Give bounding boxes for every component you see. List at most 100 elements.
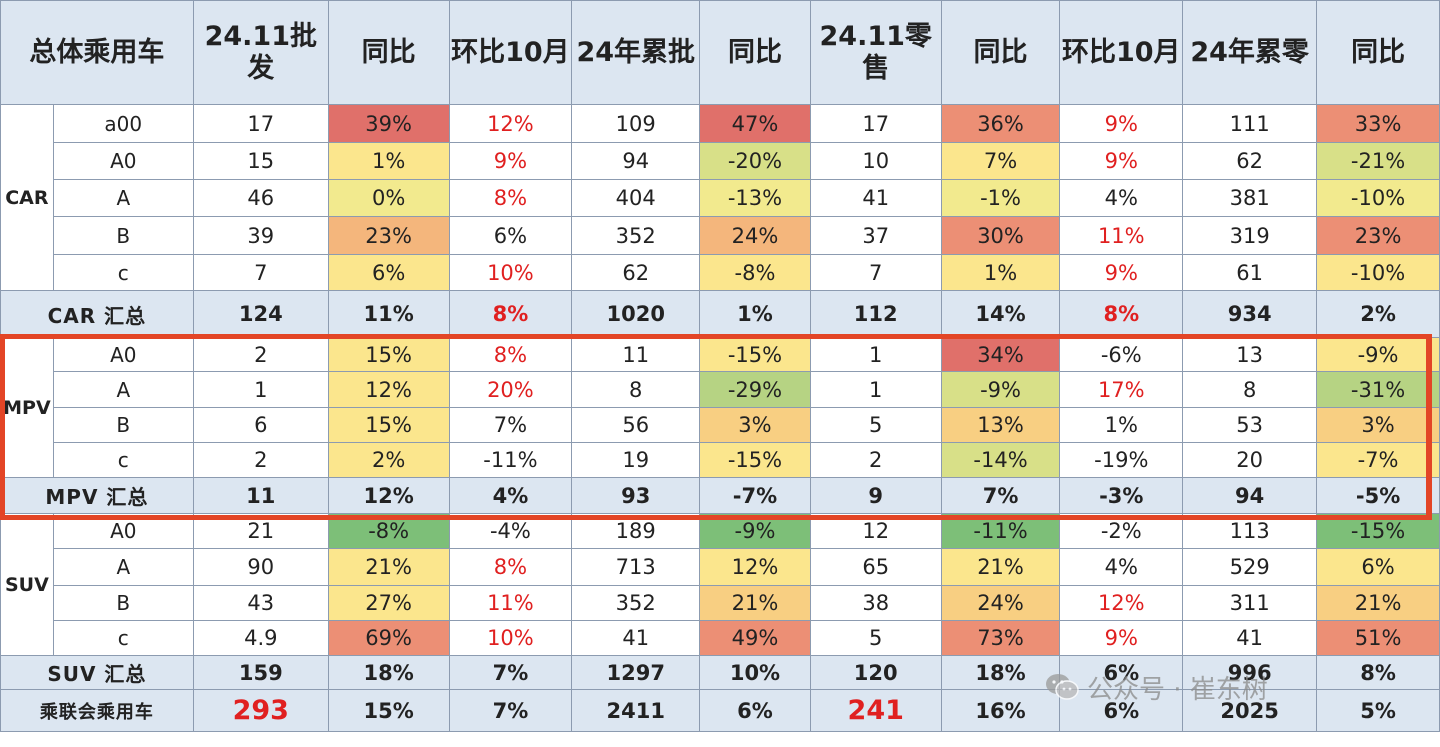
table-cell: 1	[809, 371, 942, 408]
table-cell: 13%	[940, 407, 1061, 443]
header-retail-nov: 24.11零售	[809, 0, 942, 105]
table-cell: 21%	[327, 548, 450, 586]
table-cell: 21	[192, 513, 329, 549]
table-cell: 3%	[1316, 407, 1440, 443]
table-row: B 43 27% 11% 352 21% 38 24% 12% 311 21%	[1, 585, 1440, 621]
summary-label: MPV 汇总	[0, 477, 194, 514]
segment-label: A	[52, 179, 194, 217]
table-cell: 3%	[699, 407, 811, 443]
table-cell: -3%	[1059, 477, 1184, 514]
table-row: B 6 15% 7% 56 3% 5 13% 1% 53 3%	[1, 407, 1440, 443]
table-cell: 56	[571, 407, 701, 443]
table-cell: 36%	[940, 104, 1061, 143]
table-cell: -11%	[448, 442, 573, 478]
table-cell: 17%	[1059, 371, 1184, 408]
table-cell: 9%	[1059, 142, 1184, 180]
table-cell: -9%	[940, 371, 1061, 408]
table-cell: 93	[571, 477, 701, 514]
table-cell: 120	[809, 655, 942, 690]
table-cell: 2%	[327, 442, 450, 478]
table-cell: 113	[1182, 513, 1318, 549]
table-cell: 43	[192, 585, 329, 621]
table-cell: 6%	[448, 216, 573, 255]
table-cell: 12%	[327, 477, 450, 514]
table-cell: 1%	[699, 290, 811, 338]
table-row: CAR a00 17 39% 12% 109 47% 17 36% 9% 111 33%	[0, 104, 1440, 291]
table-cell: 159	[192, 655, 329, 690]
table-row: A0 15 1% 9% 94 -20% 10 7% 9% 62 -21%	[1, 142, 1440, 180]
table-cell: 34%	[940, 337, 1061, 372]
segment-label: a00	[52, 104, 194, 143]
table-cell: 15	[192, 142, 329, 180]
table-cell: 8%	[448, 337, 573, 372]
table-cell: 41	[571, 620, 701, 656]
table-cell: 4.9	[192, 620, 329, 656]
table-cell: 20%	[448, 371, 573, 408]
table-cell: 8	[1182, 371, 1318, 408]
table-cell: 9%	[1059, 254, 1184, 291]
table-cell: 5%	[1316, 689, 1440, 732]
table-cell: 49%	[699, 620, 811, 656]
table-cell: 14%	[940, 290, 1061, 338]
table-cell: 10%	[448, 620, 573, 656]
table-cell: 2%	[1316, 290, 1440, 338]
table-cell: 934	[1182, 290, 1318, 338]
summary-label: CAR 汇总	[0, 290, 194, 338]
table-cell: 18%	[327, 655, 450, 690]
table-cell: 2	[192, 442, 329, 478]
segment-label: A	[52, 548, 194, 586]
table-cell: 13	[1182, 337, 1318, 372]
table-cell: -29%	[699, 371, 811, 408]
table-cell: 10%	[699, 655, 811, 690]
table-cell: 1%	[1059, 407, 1184, 443]
table-cell: 311	[1182, 585, 1318, 621]
table-cell: 16%	[940, 689, 1061, 732]
table-cell: 4%	[1059, 548, 1184, 586]
segment-label: c	[52, 442, 194, 478]
table-cell: 2025	[1182, 689, 1318, 732]
table-cell: 7%	[940, 142, 1061, 180]
table-cell: 11	[192, 477, 329, 514]
table-cell: 241	[809, 689, 942, 732]
table-cell: -19%	[1059, 442, 1184, 478]
table-cell: 8%	[1316, 655, 1440, 690]
table-cell: 404	[571, 179, 701, 217]
header-mom-oct: 环比10月	[448, 0, 573, 105]
table-cell: -14%	[940, 442, 1061, 478]
table-cell: 21%	[940, 548, 1061, 586]
header-yoy: 同比	[327, 0, 450, 105]
table-cell: 10%	[448, 254, 573, 291]
table-cell: 17	[809, 104, 942, 143]
group-label-mpv: MPV	[0, 337, 54, 478]
table-cell: 352	[571, 216, 701, 255]
table-cell: 6	[192, 407, 329, 443]
table-row: c 2 2% -11% 19 -15% 2 -14% -19% 20 -7%	[1, 442, 1440, 478]
table-row: c 4.9 69% 10% 41 49% 5 73% 9% 41 51%	[1, 620, 1440, 656]
table-cell: 37	[809, 216, 942, 255]
header-yoy: 同比	[1316, 0, 1440, 105]
table-cell: 124	[192, 290, 329, 338]
table-cell: 27%	[327, 585, 450, 621]
total-row: 乘联会乘用车 293 15% 7% 2411 6% 241 16% 6% 2025 5%	[0, 689, 1440, 732]
table-cell: 21%	[699, 585, 811, 621]
group-label-suv: SUV	[0, 513, 54, 656]
table-cell: 11	[571, 337, 701, 372]
table-cell: 18%	[940, 655, 1061, 690]
table-cell: 111	[1182, 104, 1318, 143]
table-cell: 30%	[940, 216, 1061, 255]
table-cell: 20	[1182, 442, 1318, 478]
table-cell: 12%	[699, 548, 811, 586]
table-cell: -5%	[1316, 477, 1440, 514]
table-cell: 39	[192, 216, 329, 255]
table-cell: 6%	[1059, 689, 1184, 732]
table-cell: -6%	[1059, 337, 1184, 372]
header-row: 总体乘用车 24.11批发 同比 环比10月 24年累批 同比 24.11零售 …	[0, 0, 1440, 105]
segment-label: A0	[52, 337, 194, 372]
table-cell: 109	[571, 104, 701, 143]
sales-table: 总体乘用车 24.11批发 同比 环比10月 24年累批 同比 24.11零售 …	[0, 0, 1440, 732]
table-cell: 6%	[1059, 655, 1184, 690]
table-cell: -10%	[1316, 179, 1440, 217]
table-cell: 90	[192, 548, 329, 586]
table-row: SUV A0 21 -8% -4% 189 -9% 12 -11% -2% 113 -15%	[0, 513, 1440, 656]
table-cell: 12%	[1059, 585, 1184, 621]
